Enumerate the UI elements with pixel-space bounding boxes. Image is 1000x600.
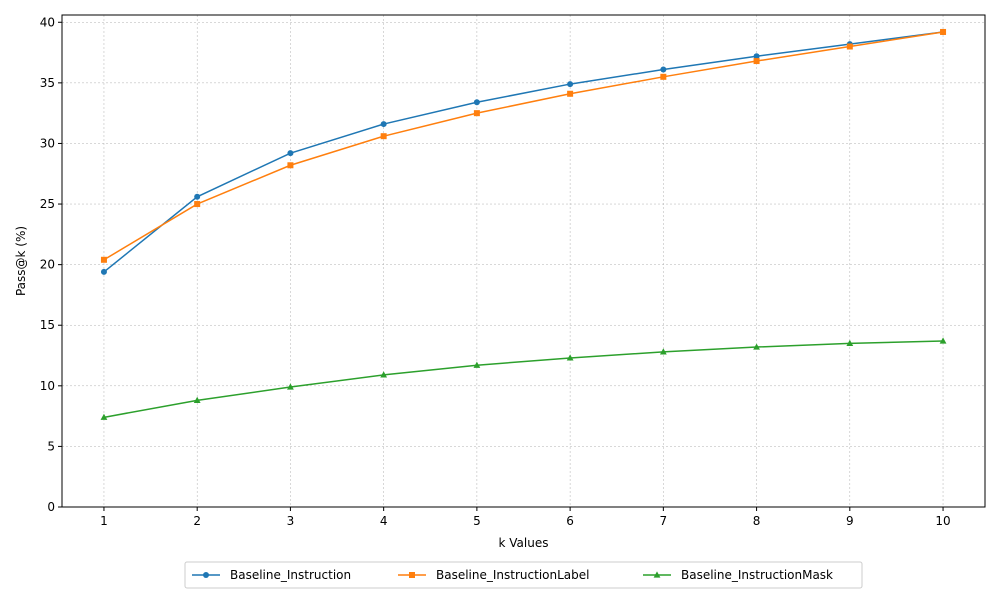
data-point	[194, 193, 201, 200]
data-point	[659, 348, 667, 355]
series-1	[100, 28, 947, 275]
x-tick-label: 2	[193, 514, 201, 528]
data-point	[566, 354, 574, 361]
legend-item-2: Baseline_InstructionLabel	[398, 568, 589, 582]
y-tick-label: 35	[40, 76, 55, 90]
series-line	[103, 340, 944, 419]
data-point	[409, 572, 415, 578]
x-axis-ticks: 1 2 3 4 5 6 7 8 9 10	[100, 507, 951, 528]
y-tick-label: 10	[40, 379, 55, 393]
data-point	[203, 572, 209, 578]
data-point	[287, 383, 294, 390]
plot-area-frame	[61, 14, 986, 508]
y-tick-label: 0	[47, 500, 55, 514]
data-point	[660, 73, 667, 80]
data-point	[473, 361, 481, 368]
y-tick-label: 20	[40, 258, 55, 272]
legend-item-1: Baseline_Instruction	[192, 568, 351, 582]
data-point	[753, 53, 760, 60]
series-2	[100, 28, 947, 263]
data-point	[194, 201, 201, 208]
x-tick-label: 7	[660, 514, 668, 528]
series-line	[103, 31, 944, 261]
legend-label: Baseline_InstructionLabel	[436, 568, 589, 582]
data-point	[846, 339, 854, 347]
data-point	[380, 133, 387, 140]
y-axis-ticks: 0 5 10 15 20 25 30 35 40	[40, 15, 62, 514]
data-point	[380, 121, 387, 128]
x-tick-label: 3	[287, 514, 295, 528]
legend-box	[184, 561, 863, 589]
x-tick-label: 4	[380, 514, 388, 528]
data-point	[846, 43, 853, 50]
data-point	[100, 413, 108, 420]
x-tick-label: 6	[566, 514, 574, 528]
y-tick-label: 30	[40, 136, 55, 150]
data-point	[473, 110, 480, 117]
x-tick-label: 10	[935, 514, 950, 528]
data-point	[100, 256, 107, 263]
data-point	[660, 66, 667, 73]
x-tick-label: 9	[846, 514, 854, 528]
x-tick-label: 8	[753, 514, 761, 528]
y-tick-label: 15	[40, 318, 55, 332]
data-point	[287, 162, 294, 169]
y-tick-label: 25	[40, 197, 55, 211]
data-point	[287, 150, 294, 157]
legend-label: Baseline_InstructionMask	[681, 568, 833, 582]
data-point	[653, 571, 661, 578]
data-point	[567, 90, 574, 97]
y-tick-label: 5	[47, 439, 55, 453]
data-point	[753, 58, 760, 65]
x-tick-label: 5	[473, 514, 481, 528]
legend-item-3: Baseline_InstructionMask	[643, 568, 833, 582]
legend: Baseline_Instruction Baseline_Instruction…	[184, 561, 863, 589]
x-tick-label: 1	[100, 514, 108, 528]
data-point	[473, 99, 480, 106]
grid-lines	[62, 15, 985, 508]
series-line	[103, 31, 944, 273]
data-point	[753, 343, 760, 350]
series-3	[100, 337, 947, 420]
y-axis-label: Pass@k (%)	[14, 226, 28, 296]
series-layer	[100, 28, 947, 420]
data-point	[100, 268, 107, 275]
legend-label: Baseline_Instruction	[230, 568, 351, 582]
data-point	[380, 371, 388, 378]
data-point	[940, 28, 947, 35]
x-axis-label: k Values	[499, 536, 549, 550]
data-point	[567, 81, 574, 88]
y-tick-label: 40	[40, 15, 55, 29]
data-point	[193, 396, 201, 403]
data-point	[939, 337, 947, 344]
